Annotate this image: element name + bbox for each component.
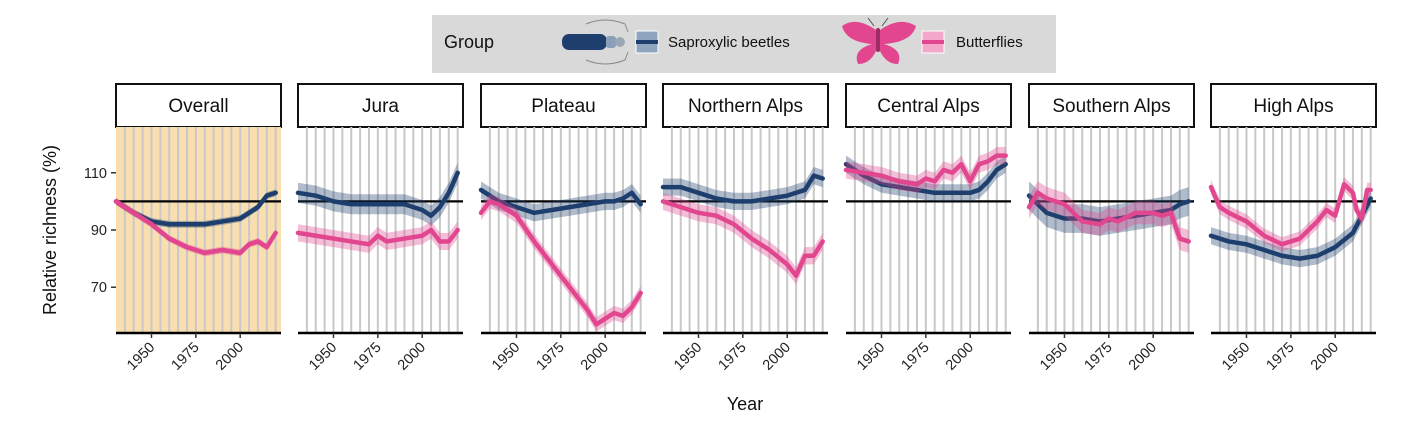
panel-plateau: Plateau 1950 1975 2000 bbox=[478, 83, 647, 374]
x-tick-label: 1950 bbox=[124, 340, 158, 374]
confidence-band-butterflies bbox=[846, 147, 1006, 193]
panel-title: Northern Alps bbox=[688, 96, 803, 117]
y-tick-label: 110 bbox=[84, 166, 107, 182]
x-tick-label: 1975 bbox=[1082, 340, 1116, 374]
y-tick-label: 90 bbox=[91, 223, 107, 239]
legend-label-butterflies: Butterflies bbox=[956, 34, 1023, 51]
panel-strip bbox=[480, 83, 647, 128]
panel-southern-alps: Southern Alps 1950 1975 2000 bbox=[1026, 83, 1195, 374]
series-line-butterflies bbox=[478, 199, 643, 327]
legend-background bbox=[432, 15, 1056, 73]
y-tick-label: 70 bbox=[91, 280, 107, 296]
x-tick-label: 1950 bbox=[489, 340, 523, 374]
panel-title: Southern Alps bbox=[1052, 96, 1170, 117]
series-line-beetles bbox=[478, 187, 643, 216]
panel-title: Central Alps bbox=[877, 96, 979, 117]
panel-high-alps: High Alps 1950 1975 2000 bbox=[1208, 83, 1377, 374]
x-tick-label: 1950 bbox=[671, 340, 705, 374]
legend-title: Group bbox=[444, 32, 494, 52]
panel-central-alps: Central Alps 1950 1975 2000 bbox=[843, 83, 1012, 374]
x-tick-label: 1975 bbox=[534, 340, 568, 374]
panel-strip bbox=[115, 83, 282, 128]
panel-highlight-background bbox=[116, 127, 281, 333]
legend-key-beetles bbox=[635, 30, 659, 54]
x-tick-label: 1975 bbox=[899, 340, 933, 374]
panel-jura: Jura 1950 1975 2000 bbox=[295, 83, 464, 374]
series-line-beetles bbox=[295, 170, 460, 218]
x-tick-label: 1950 bbox=[1037, 340, 1071, 374]
panels: Overall 1950 1975 2000 70 90 110 Jura 1950 1975 20… bbox=[84, 83, 1377, 374]
legend-label-beetles: Saproxylic beetles bbox=[668, 34, 790, 51]
x-tick-label: 1975 bbox=[169, 340, 203, 374]
y-axis-title: Relative richness (%) bbox=[40, 145, 60, 315]
panel-strip bbox=[1028, 83, 1195, 128]
series-line-beetles bbox=[660, 173, 825, 204]
series-line-beetles bbox=[1026, 193, 1191, 224]
confidence-band-beetles bbox=[1029, 181, 1189, 236]
x-tick-label: 2000 bbox=[213, 340, 247, 374]
series-line-butterflies bbox=[1026, 190, 1191, 244]
series-line-butterflies bbox=[843, 153, 1008, 187]
x-tick-label: 1975 bbox=[716, 340, 750, 374]
panel-strip bbox=[845, 83, 1012, 128]
panel-title: Plateau bbox=[531, 96, 595, 117]
series-line-butterflies bbox=[113, 199, 278, 256]
legend: Group Saproxylic beetles Butterflies bbox=[432, 15, 1056, 73]
x-tick-label: 1950 bbox=[1219, 340, 1253, 374]
x-tick-label: 1975 bbox=[1264, 340, 1298, 374]
x-tick-label: 1975 bbox=[351, 340, 385, 374]
confidence-band-beetles bbox=[481, 181, 641, 222]
x-tick-label: 1950 bbox=[854, 340, 888, 374]
series-line-butterflies bbox=[1208, 181, 1373, 247]
series-line-beetles bbox=[843, 161, 1008, 196]
panel-strip bbox=[662, 83, 829, 128]
panel-strip bbox=[1210, 83, 1377, 128]
x-tick-label: 1950 bbox=[306, 340, 340, 374]
confidence-band-butterflies bbox=[1211, 177, 1371, 252]
panel-strip bbox=[297, 83, 464, 128]
x-tick-label: 2000 bbox=[1308, 340, 1342, 374]
x-tick-label: 2000 bbox=[1126, 340, 1160, 374]
series-line-beetles bbox=[1208, 196, 1373, 261]
panel-title: High Alps bbox=[1253, 96, 1333, 117]
panel-overall: Overall 1950 1975 2000 70 90 110 bbox=[84, 83, 282, 374]
panel-northern-alps: Northern Alps 1950 1975 2000 bbox=[660, 83, 829, 374]
x-axis-title: Year bbox=[727, 394, 763, 414]
x-tick-label: 2000 bbox=[760, 340, 794, 374]
confidence-band-beetles bbox=[846, 155, 1006, 202]
x-tick-label: 2000 bbox=[578, 340, 612, 374]
butterfly-icon bbox=[842, 17, 916, 64]
confidence-band-butterflies bbox=[481, 194, 641, 332]
series-line-butterflies bbox=[660, 199, 825, 279]
panel-title: Jura bbox=[362, 96, 399, 117]
x-tick-label: 2000 bbox=[395, 340, 429, 374]
panel-title: Overall bbox=[168, 96, 228, 117]
series-line-butterflies bbox=[295, 227, 460, 247]
legend-key-butterflies bbox=[921, 30, 945, 54]
x-tick-label: 2000 bbox=[943, 340, 977, 374]
beetle-icon bbox=[562, 19, 629, 65]
confidence-band-beetles bbox=[663, 167, 823, 210]
